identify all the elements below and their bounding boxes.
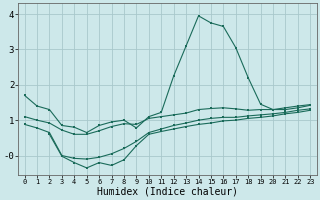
X-axis label: Humidex (Indice chaleur): Humidex (Indice chaleur): [97, 187, 238, 197]
